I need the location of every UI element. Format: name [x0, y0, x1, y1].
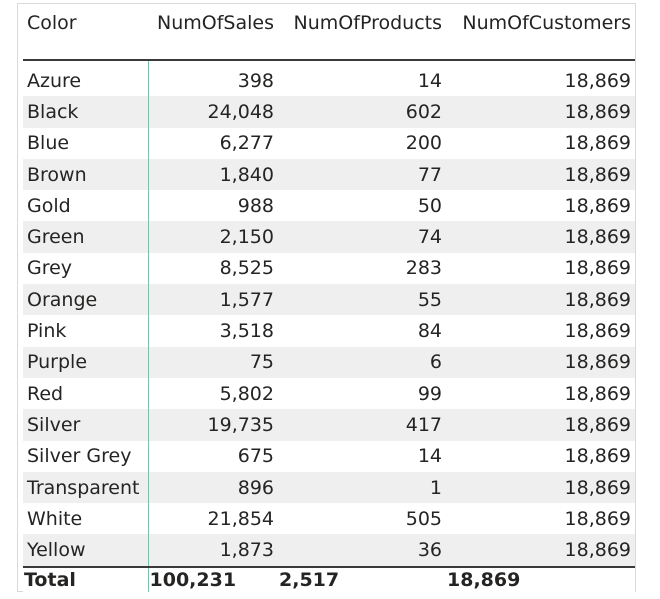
cell-color: White	[23, 503, 149, 535]
cell-num-of-sales: 21,854	[148, 503, 278, 535]
cell-num-of-products: 77	[278, 158, 446, 191]
cell-num-of-products: 14	[278, 440, 446, 472]
cell-num-of-sales: 896	[148, 471, 278, 504]
cell-num-of-products: 14	[278, 65, 446, 97]
table-row[interactable]: Blue 6,277 200 18,869	[23, 127, 635, 159]
total-label: Total	[23, 565, 149, 592]
cell-num-of-sales: 3,518	[148, 315, 278, 347]
cell-color: Silver Grey	[23, 440, 149, 472]
cell-num-of-customers: 18,869	[446, 503, 635, 535]
table-row[interactable]: Yellow 1,873 36 18,869	[23, 534, 635, 567]
table-row[interactable]: Black 24,048 602 18,869	[23, 96, 635, 128]
table-footer: Total 100,231 2,517 18,869	[23, 565, 635, 592]
cell-num-of-products: 55	[278, 284, 446, 316]
cell-num-of-customers: 18,869	[446, 158, 635, 191]
table-row[interactable]: White 21,854 505 18,869	[23, 503, 635, 535]
cell-num-of-products: 6	[278, 346, 446, 378]
cell-color: Blue	[23, 127, 149, 159]
table-row[interactable]: Orange 1,577 55 18,869	[23, 284, 635, 316]
table-row[interactable]: Green 2,150 74 18,869	[23, 221, 635, 253]
cell-num-of-customers: 18,869	[446, 440, 635, 472]
cell-color: Azure	[23, 65, 149, 97]
cell-num-of-products: 200	[278, 127, 446, 159]
cell-color: Transparent	[23, 471, 149, 504]
cell-num-of-sales: 19,735	[148, 409, 278, 441]
table-row[interactable]: Silver Grey 675 14 18,869	[23, 440, 635, 472]
cell-num-of-products: 36	[278, 534, 446, 567]
cell-num-of-products: 74	[278, 221, 446, 253]
table-row[interactable]: Purple 75 6 18,869	[23, 346, 635, 378]
column-header-num-of-customers[interactable]: NumOfCustomers	[446, 4, 635, 61]
table-row[interactable]: Pink 3,518 84 18,869	[23, 315, 635, 347]
table-row[interactable]: Red 5,802 99 18,869	[23, 377, 635, 410]
cell-color: Purple	[23, 346, 149, 378]
cell-num-of-customers: 18,869	[446, 96, 635, 128]
cell-color: Orange	[23, 284, 149, 316]
table-body: Azure 398 14 18,869 Black 24,048 602 18,869 Blue…	[23, 60, 635, 567]
total-num-of-products: 2,517	[278, 565, 446, 592]
cell-color: Green	[23, 221, 149, 253]
cell-color: Red	[23, 377, 149, 410]
total-num-of-customers: 18,869	[446, 565, 635, 592]
table-visual: Color NumOfSales NumOfProducts NumOfCust…	[17, 3, 636, 592]
cell-color: Brown	[23, 158, 149, 191]
cell-num-of-sales: 1,577	[148, 284, 278, 316]
cell-num-of-customers: 18,869	[446, 127, 635, 159]
cell-num-of-products: 84	[278, 315, 446, 347]
cell-color: Black	[23, 96, 149, 128]
data-table: Color NumOfSales NumOfProducts NumOfCust…	[23, 4, 635, 592]
cell-num-of-customers: 18,869	[446, 346, 635, 378]
cell-num-of-sales: 5,802	[148, 377, 278, 410]
total-row: Total 100,231 2,517 18,869	[23, 565, 635, 592]
cell-num-of-sales: 2,150	[148, 221, 278, 253]
cell-color: Grey	[23, 252, 149, 285]
cell-num-of-products: 602	[278, 96, 446, 128]
cell-num-of-sales: 1,840	[148, 158, 278, 191]
cell-num-of-sales: 75	[148, 346, 278, 378]
cell-num-of-products: 417	[278, 409, 446, 441]
cell-num-of-products: 505	[278, 503, 446, 535]
cell-color: Gold	[23, 190, 149, 222]
cell-num-of-sales: 398	[148, 65, 278, 97]
cell-num-of-products: 1	[278, 471, 446, 504]
cell-num-of-customers: 18,869	[446, 409, 635, 441]
cell-num-of-products: 283	[278, 252, 446, 285]
cell-num-of-customers: 18,869	[446, 377, 635, 410]
cell-color: Pink	[23, 315, 149, 347]
cell-num-of-sales: 6,277	[148, 127, 278, 159]
table-row[interactable]: Gold 988 50 18,869	[23, 190, 635, 222]
cell-num-of-sales: 8,525	[148, 252, 278, 285]
header-spacer	[23, 60, 635, 65]
cell-num-of-sales: 24,048	[148, 96, 278, 128]
cell-num-of-customers: 18,869	[446, 252, 635, 285]
cell-color: Silver	[23, 409, 149, 441]
cell-num-of-products: 50	[278, 190, 446, 222]
column-header-num-of-products[interactable]: NumOfProducts	[278, 4, 446, 61]
cell-num-of-customers: 18,869	[446, 284, 635, 316]
column-header-num-of-sales[interactable]: NumOfSales	[148, 4, 278, 61]
spacer-cell	[23, 60, 149, 65]
table-header: Color NumOfSales NumOfProducts NumOfCust…	[23, 4, 635, 61]
cell-num-of-customers: 18,869	[446, 534, 635, 567]
cell-color: Yellow	[23, 534, 149, 567]
table-row[interactable]: Silver 19,735 417 18,869	[23, 409, 635, 441]
cell-num-of-customers: 18,869	[446, 471, 635, 504]
table-row[interactable]: Grey 8,525 283 18,869	[23, 252, 635, 285]
table-row[interactable]: Brown 1,840 77 18,869	[23, 158, 635, 191]
cell-num-of-customers: 18,869	[446, 190, 635, 222]
cell-num-of-sales: 1,873	[148, 534, 278, 567]
cell-num-of-customers: 18,869	[446, 65, 635, 97]
cell-num-of-products: 99	[278, 377, 446, 410]
cell-num-of-sales: 988	[148, 190, 278, 222]
column-header-color[interactable]: Color	[23, 4, 148, 61]
header-row: Color NumOfSales NumOfProducts NumOfCust…	[23, 4, 635, 61]
cell-num-of-sales: 675	[148, 440, 278, 472]
table-row[interactable]: Transparent 896 1 18,869	[23, 471, 635, 504]
cell-num-of-customers: 18,869	[446, 221, 635, 253]
cell-num-of-customers: 18,869	[446, 315, 635, 347]
table-row[interactable]: Azure 398 14 18,869	[23, 65, 635, 97]
total-num-of-sales: 100,231	[148, 565, 278, 592]
